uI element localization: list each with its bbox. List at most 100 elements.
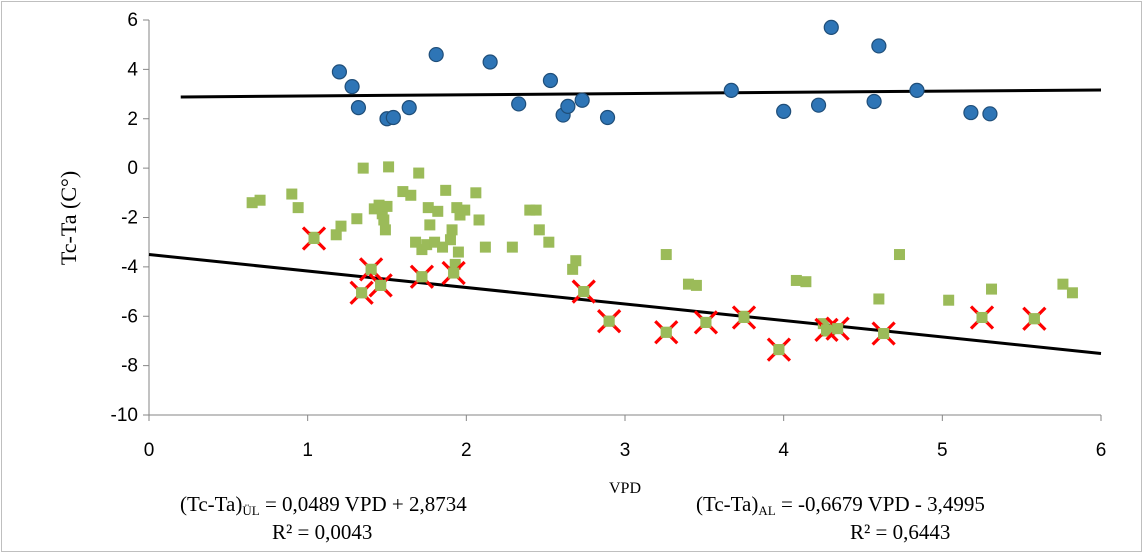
green-square-point <box>330 229 342 241</box>
green-square-point <box>286 188 298 200</box>
green-square-point <box>383 161 395 173</box>
red-x-marker <box>349 280 374 305</box>
lower-trendline <box>148 253 1102 355</box>
blue-circle-point <box>723 82 739 98</box>
green-square-point <box>432 205 444 217</box>
green-square-point <box>660 249 672 261</box>
green-square-point <box>873 293 885 305</box>
blue-circle-point <box>871 38 887 54</box>
green-square-point <box>567 263 579 275</box>
green-square-point <box>530 204 542 216</box>
left-eq-rhs: = 0,0489 VPD + 2,8734 <box>259 492 467 516</box>
blue-circle-point <box>401 100 417 116</box>
right-eq-subscript: AL <box>758 503 776 518</box>
data-points <box>246 19 1078 362</box>
green-square-point <box>422 202 434 214</box>
y-tick-label: -6 <box>121 306 138 327</box>
blue-circle-point <box>385 109 401 126</box>
y-tick-label: -2 <box>121 208 138 229</box>
x-tick-label: 1 <box>302 440 313 461</box>
green-square-point <box>449 258 461 270</box>
green-square-point <box>335 220 347 232</box>
green-square-point <box>429 236 441 248</box>
blue-circle-point <box>963 104 979 121</box>
red-x-marker <box>766 337 792 362</box>
blue-circle-point <box>866 93 882 110</box>
green-square-point <box>410 236 422 248</box>
red-x-marker <box>654 320 679 345</box>
red-x-marker <box>1022 306 1047 331</box>
x-axis-label: VPD <box>609 480 641 497</box>
blue-circle-point <box>428 46 444 63</box>
green-square-point <box>451 202 463 214</box>
red-x-marker <box>814 317 839 342</box>
x-tick-label: 0 <box>144 440 155 461</box>
y-tick-label: -10 <box>111 405 138 426</box>
green-square-point <box>446 224 458 236</box>
blue-circle-point <box>511 96 527 112</box>
blue-circle-point <box>909 82 925 98</box>
green-square-point <box>351 213 363 225</box>
right-regression-equation: (Tc-Ta)AL = -0,6679 VPD - 3,4995 <box>696 492 985 519</box>
green-square-point <box>479 241 491 253</box>
y-tick-label: 4 <box>127 59 138 80</box>
x-tick-label: 4 <box>778 440 789 461</box>
y-tick-label: 2 <box>127 109 138 130</box>
green-square-point <box>424 219 436 231</box>
y-axis-label: Tc-Ta (C°) <box>56 171 81 265</box>
green-square-point <box>690 279 702 291</box>
right-r-squared: R² = 0,6443 <box>850 520 951 544</box>
red-x-marker <box>409 264 435 289</box>
left-regression-equation: (Tc-Ta)ÜL = 0,0489 VPD + 2,8734 <box>180 492 467 519</box>
x-tick-label: 3 <box>620 440 631 461</box>
y-tick-label: 6 <box>127 10 138 31</box>
red-x-marker <box>731 305 757 330</box>
x-tick-label: 5 <box>937 440 948 461</box>
blue-circle-point <box>331 64 347 80</box>
upper-trendline <box>180 88 1102 99</box>
blue-circle-point <box>350 100 367 116</box>
green-square-point <box>413 167 425 179</box>
blue-circle-point <box>599 109 616 126</box>
right-eq-lhs: (Tc-Ta) <box>696 492 759 516</box>
blue-circle-point <box>810 97 827 113</box>
tick-labels: 6 4 2 0 -2 -4 -6 -8 -10 0 1 2 3 4 5 6 <box>111 10 1107 461</box>
green-square-point <box>373 199 385 211</box>
blue-circle-point <box>560 98 576 115</box>
green-square-point <box>986 283 998 295</box>
blue-circle-point <box>982 106 998 122</box>
left-r-squared: R² = 0,0043 <box>272 520 373 544</box>
green-square-point <box>381 200 393 212</box>
x-tick-label: 2 <box>461 440 472 461</box>
green-square-point <box>379 224 391 236</box>
red-x-marker <box>969 305 995 330</box>
green-square-point <box>943 294 955 306</box>
green-square-point <box>1066 287 1078 299</box>
right-eq-rhs: = -0,6679 VPD - 3,4995 <box>775 492 985 516</box>
red-x-marker <box>871 321 896 346</box>
green-square-point <box>452 246 464 258</box>
red-x-marker <box>441 260 466 286</box>
green-square-point <box>440 184 452 196</box>
trendlines <box>148 88 1102 355</box>
green-square-point <box>533 224 545 236</box>
green-square-point <box>543 236 555 248</box>
green-square-point <box>570 255 582 267</box>
green-square-point <box>790 274 802 286</box>
green-square-point <box>376 208 388 220</box>
green-square-point <box>506 241 518 253</box>
green-square-point <box>444 234 456 246</box>
red-x-marker <box>368 273 393 298</box>
red-x-marker <box>825 316 850 341</box>
red-x-marker <box>693 310 719 335</box>
green-square-point <box>800 276 812 288</box>
green-square-point <box>470 187 482 199</box>
red-x-marker <box>359 257 384 282</box>
red-x-marker <box>597 309 622 334</box>
blue-circle-point <box>823 19 839 36</box>
green-square-point <box>378 214 390 226</box>
green-square-point <box>246 197 258 209</box>
green-square-point <box>421 239 433 251</box>
green-square-point <box>893 249 905 261</box>
